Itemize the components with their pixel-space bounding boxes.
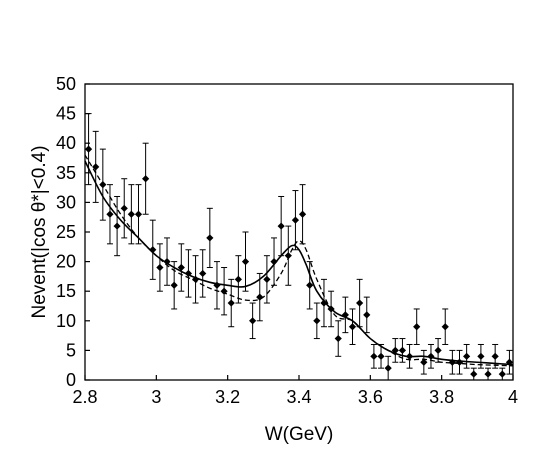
data-point-diamond bbox=[463, 352, 471, 360]
data-point-diamond bbox=[270, 258, 278, 266]
fit-curves bbox=[84, 154, 514, 367]
y-tick-label: 0 bbox=[66, 370, 76, 390]
y-tick-label: 50 bbox=[56, 74, 76, 94]
data-point-diamond bbox=[99, 181, 107, 189]
data-point-diamond bbox=[227, 299, 235, 307]
data-point-diamond bbox=[341, 311, 349, 319]
data-point-diamond bbox=[484, 370, 492, 378]
data-point-diamond bbox=[277, 222, 285, 230]
x-tick-label: 3.4 bbox=[286, 387, 311, 407]
data-point-diamond bbox=[213, 281, 221, 289]
data-point-diamond bbox=[477, 352, 485, 360]
y-tick-label: 5 bbox=[66, 340, 76, 360]
y-tick-label: 15 bbox=[56, 281, 76, 301]
data-point-diamond bbox=[241, 258, 250, 266]
data-point-diamond bbox=[113, 222, 121, 230]
y-tick-label: 20 bbox=[56, 252, 76, 272]
data-point-diamond bbox=[149, 246, 157, 254]
y-axis: 0 5 10 15 20 25 30 35 40 45 50 bbox=[56, 74, 90, 390]
x-tick-label: 3.8 bbox=[429, 387, 454, 407]
x-tick-label: 3.6 bbox=[358, 387, 383, 407]
data-point-diamond bbox=[92, 163, 100, 171]
x-axis: 2.8 3 3.2 3.4 3.6 3.8 4 bbox=[72, 375, 518, 407]
data-point-diamond bbox=[398, 346, 407, 354]
data-point-diamond bbox=[384, 364, 392, 372]
data-point-diamond bbox=[234, 275, 242, 283]
data-point-diamond bbox=[291, 216, 300, 224]
x-tick-label: 3.2 bbox=[215, 387, 240, 407]
data-point-diamond bbox=[420, 358, 428, 366]
data-point-diamond bbox=[249, 317, 257, 325]
y-tick-label: 40 bbox=[56, 133, 76, 153]
y-axis-title: Nevent(|cos θ*|<0.4) bbox=[29, 145, 50, 318]
data-point-diamond bbox=[441, 323, 449, 331]
data-point-diamond bbox=[284, 252, 292, 260]
data-point-diamond bbox=[163, 258, 171, 266]
y-tick-label: 35 bbox=[56, 163, 76, 183]
data-point-diamond bbox=[127, 210, 135, 218]
data-point-diamond bbox=[448, 358, 456, 366]
data-point-diamond bbox=[498, 370, 506, 378]
data-point-diamond bbox=[263, 275, 271, 283]
x-tick-label: 2.8 bbox=[72, 387, 97, 407]
data-point-diamond bbox=[170, 281, 178, 289]
data-point-diamond bbox=[220, 287, 228, 295]
plot-frame bbox=[84, 83, 514, 381]
data-point-diamond bbox=[320, 299, 328, 307]
solid-fit-line bbox=[84, 160, 514, 366]
y-tick-label: 25 bbox=[56, 222, 76, 242]
data-point-diamond bbox=[142, 175, 150, 183]
data-point-diamond bbox=[405, 352, 414, 360]
data-point-diamond bbox=[313, 317, 321, 325]
dashed-fit-line bbox=[84, 154, 514, 367]
y-tick-label: 10 bbox=[56, 311, 76, 331]
data-point-diamond bbox=[356, 299, 364, 307]
data-point-diamond bbox=[106, 210, 114, 218]
data-point-diamond bbox=[370, 352, 378, 360]
data-point-diamond bbox=[206, 234, 214, 242]
data-point-diamond bbox=[491, 352, 499, 360]
data-point-diamond bbox=[84, 145, 93, 153]
data-point-diamond bbox=[184, 269, 193, 278]
data-point-diamond bbox=[327, 305, 335, 313]
data-point-diamond bbox=[470, 370, 478, 378]
x-axis-title: W(GeV) bbox=[265, 424, 334, 445]
data-point-diamond bbox=[434, 346, 442, 354]
data-point-diamond bbox=[413, 323, 421, 331]
data-point-diamond bbox=[177, 263, 185, 272]
data-point-diamond bbox=[199, 269, 207, 278]
data-point-diamond bbox=[363, 311, 371, 319]
error-bars bbox=[85, 113, 513, 381]
data-point-diamond bbox=[306, 281, 314, 289]
data-point-diamond bbox=[256, 293, 264, 301]
data-point-diamond bbox=[505, 358, 514, 366]
x-tick-label: 4 bbox=[508, 387, 518, 407]
data-point-diamond bbox=[334, 334, 342, 343]
y-tick-label: 30 bbox=[56, 192, 76, 212]
y-tick-label: 45 bbox=[56, 104, 76, 124]
data-point-diamond bbox=[156, 263, 164, 272]
data-point-diamond bbox=[455, 358, 464, 366]
data-points bbox=[84, 145, 514, 378]
data-point-diamond bbox=[377, 352, 385, 360]
data-point-diamond bbox=[120, 204, 128, 212]
data-point-diamond bbox=[191, 275, 200, 283]
data-point-diamond bbox=[348, 323, 357, 331]
x-tick-label: 3 bbox=[151, 387, 161, 407]
data-point-diamond bbox=[134, 210, 143, 218]
data-point-diamond bbox=[427, 352, 435, 360]
data-point-diamond bbox=[298, 210, 307, 218]
data-point-diamond bbox=[391, 346, 399, 354]
